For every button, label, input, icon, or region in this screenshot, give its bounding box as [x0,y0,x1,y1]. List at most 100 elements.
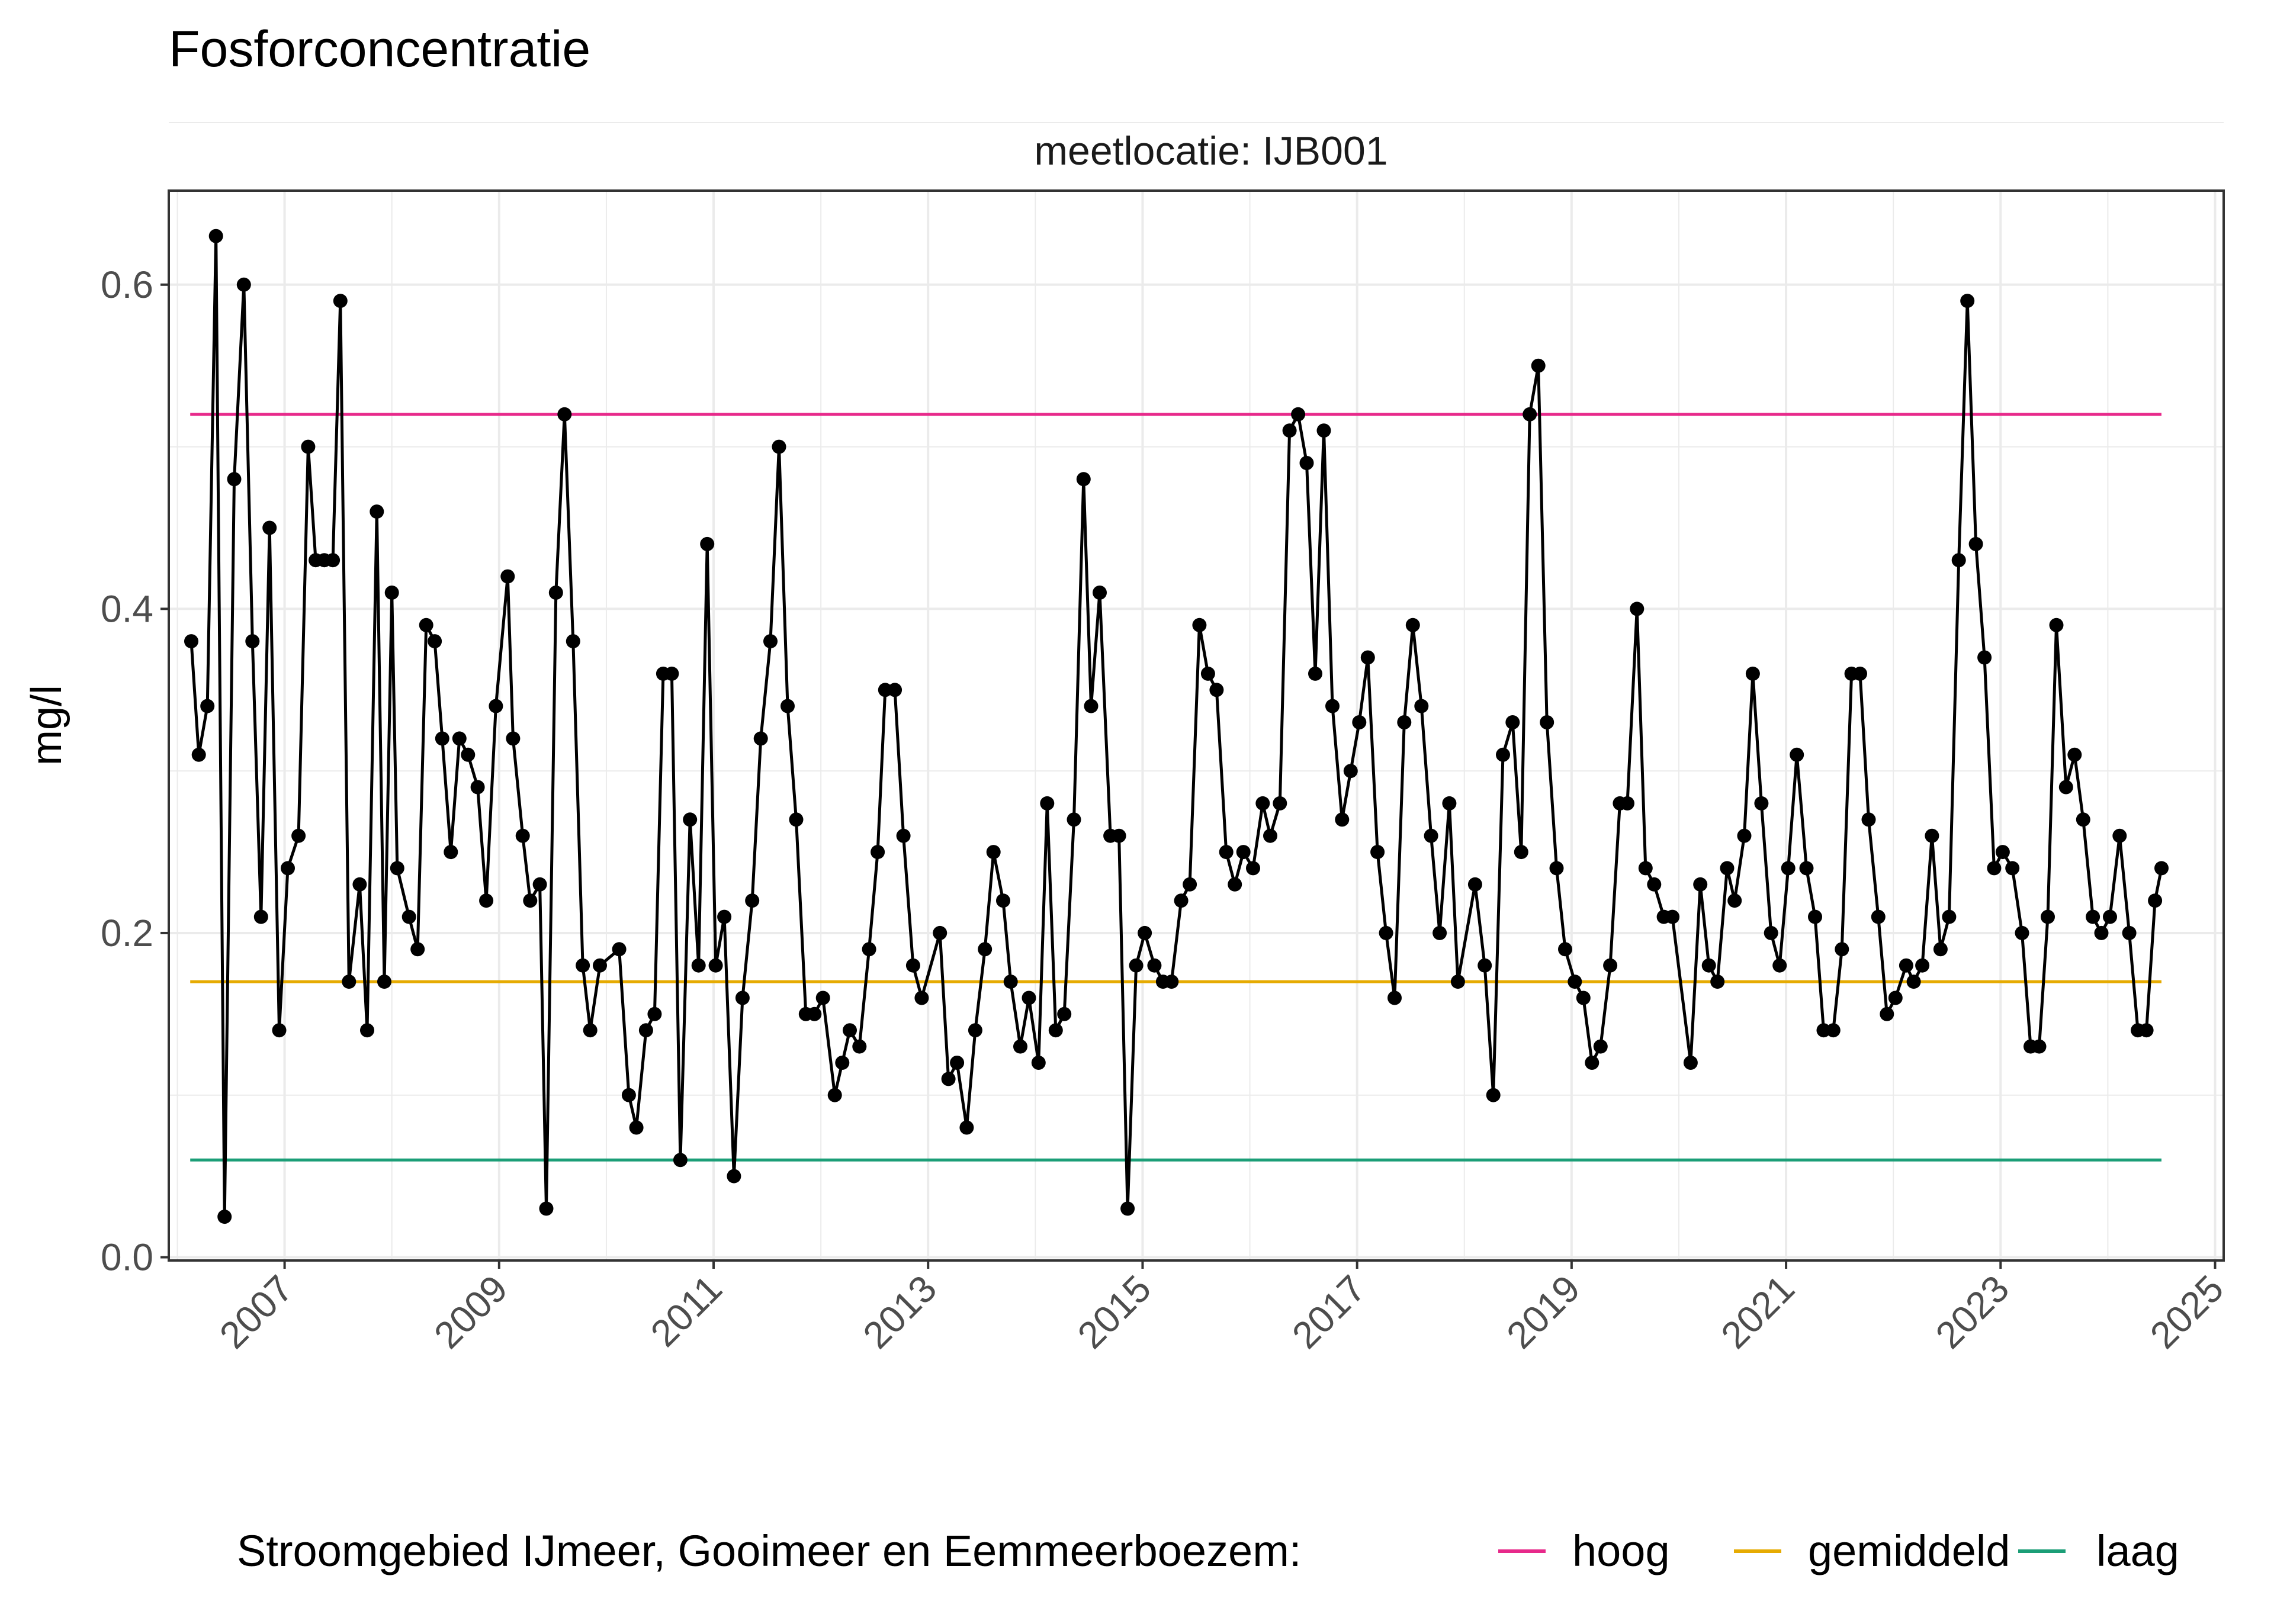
data-point [1549,861,1564,876]
x-tick-label: 2011 [643,1267,730,1355]
x-tick-label: 2015 [1069,1267,1160,1357]
data-point [1040,796,1055,811]
data-point [1228,877,1242,892]
data-point [1638,861,1653,876]
data-point [664,666,679,681]
data-point [735,991,750,1005]
data-point [1209,683,1224,697]
data-point [835,1056,850,1070]
data-point [2094,925,2109,940]
legend-label-gemiddeld: gemiddeld [1808,1526,2010,1575]
data-point [827,1088,842,1102]
series-line [190,234,2163,1218]
x-tick-label: 2009 [426,1267,516,1357]
data-point [1343,764,1358,779]
data-point [301,439,316,454]
data-point [1585,1056,1599,1070]
data-point [1093,586,1107,600]
data-point [281,861,295,876]
data-point [996,893,1010,908]
data-point [1888,991,1903,1005]
data-point [612,942,627,957]
data-point [2076,812,2090,827]
data-point [1710,975,1725,989]
data-point [1299,456,1314,470]
data-point [1925,828,1939,843]
data-point [2154,861,2169,876]
data-point [1067,812,1081,827]
data-point [647,1006,662,1021]
data-point [1022,991,1036,1005]
data-point [1951,553,1966,568]
data-point [370,504,384,519]
data-point [377,975,391,989]
data-point [2148,893,2163,908]
data-point [506,731,521,746]
data-point [1236,845,1251,860]
data-point [896,828,911,843]
data-point [1486,1088,1501,1102]
legend: Stroomgebied IJmeer, Gooimeer en Eemmeer… [237,1526,2179,1575]
data-point [217,1210,232,1224]
data-point [390,861,404,876]
data-point [1174,893,1189,908]
data-point [1781,861,1796,876]
data-point [410,942,425,957]
data-point [200,699,215,713]
data-point [566,634,580,649]
data-point [1335,812,1350,827]
data-point [673,1153,688,1168]
data-point [1164,975,1179,989]
data-point [384,586,399,600]
data-point [1540,715,1554,729]
data-point [2058,780,2073,795]
data-point [1387,991,1402,1005]
y-axis: 0.0 0.2 0.4 0.6 [101,263,169,1279]
major-grid [169,191,2224,1260]
data-point [208,229,223,243]
data-point [360,1023,374,1038]
data-point [227,472,242,487]
data-point [1397,715,1412,729]
data-point [1620,796,1634,811]
data-point [1379,925,1393,940]
data-point [236,277,251,292]
data-point [1450,975,1465,989]
legend-title: Stroomgebied IJmeer, Gooimeer en Eemmeer… [237,1526,1301,1575]
y-tick-label: 0.2 [101,912,153,954]
data-point [2139,1023,2154,1038]
data-point [2067,747,2082,762]
data-point [745,893,760,908]
data-point [1200,666,1215,681]
x-tick-label: 2023 [1928,1267,2018,1357]
x-tick-label: 2019 [1498,1267,1588,1357]
data-point [843,1023,857,1038]
chart-title: Fosforconcentratie [169,21,590,78]
x-tick-label: 2017 [1284,1267,1374,1357]
data-point [444,845,458,860]
data-point [1467,877,1482,892]
data-point [789,812,804,827]
data-point [435,731,449,746]
data-point [1630,602,1645,616]
data-point [1048,1023,1063,1038]
data-point [1808,909,1822,924]
data-point [1720,861,1735,876]
data-point [1853,666,1867,681]
data-point [1558,942,1572,957]
data-point [1219,845,1234,860]
data-point [326,553,341,568]
x-tick-label: 2007 [211,1267,301,1357]
data-point [1899,958,1913,973]
data-point [1138,925,1152,940]
data-point [1880,1006,1894,1021]
data-point [763,634,778,649]
data-point [1799,861,1814,876]
data-point [515,828,530,843]
data-point [548,586,563,600]
data-point [1496,747,1510,762]
data-point [1308,666,1322,681]
data-point [2086,909,2100,924]
data-point [1360,650,1375,665]
